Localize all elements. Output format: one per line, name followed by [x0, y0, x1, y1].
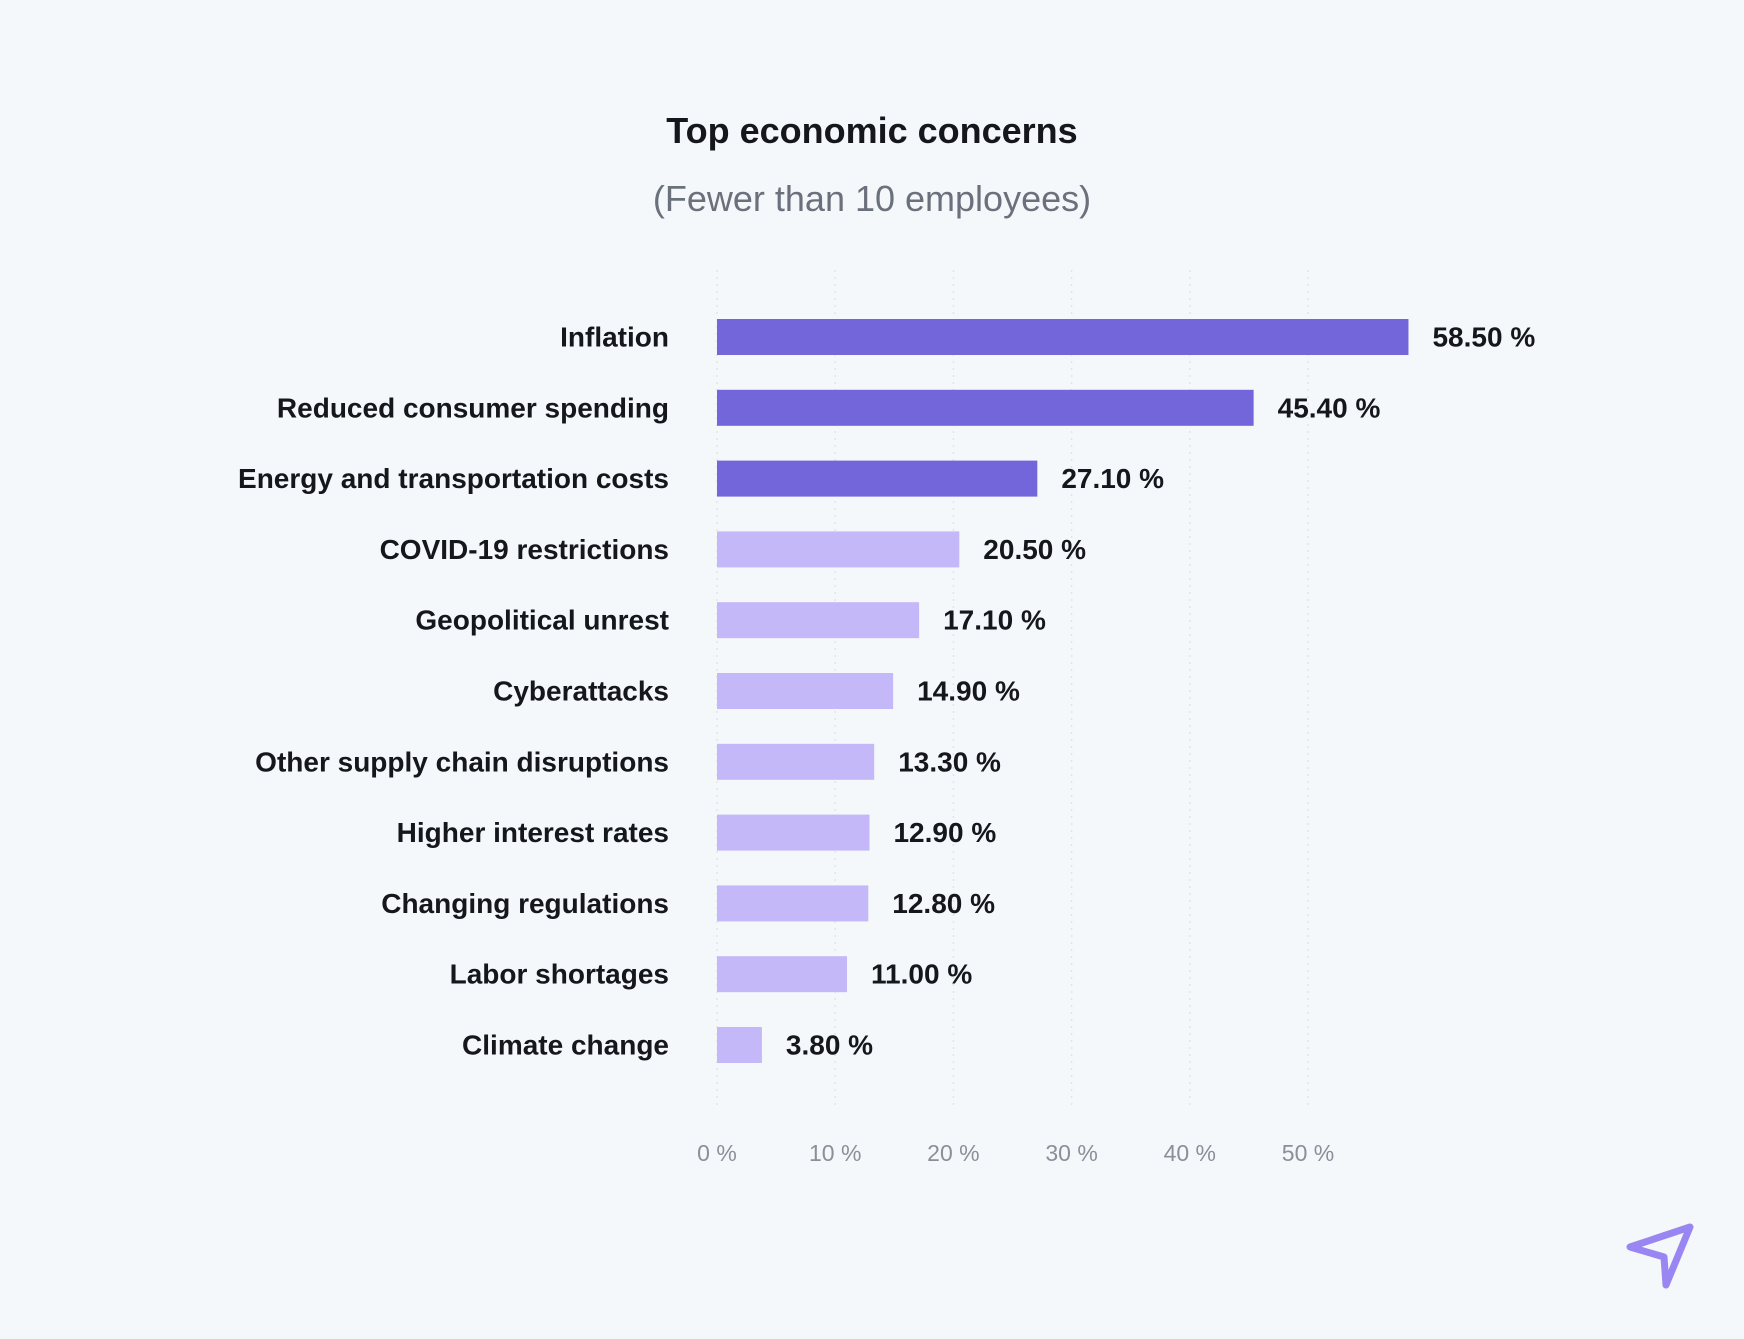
x-axis-ticks: 0 % 10 % 20 % 30 % 40 % 50 %	[697, 1140, 1334, 1166]
category-label: Reduced consumer spending	[277, 392, 669, 423]
bar	[717, 885, 869, 922]
value-label: 27.10 %	[1061, 463, 1164, 494]
category-label: Energy and transportation costs	[238, 463, 669, 494]
paper-plane-icon	[1626, 1223, 1694, 1289]
category-label: Changing regulations	[381, 888, 669, 919]
bar	[717, 743, 875, 780]
category-label: Inflation	[560, 322, 669, 353]
value-label: 3.80 %	[786, 1030, 873, 1061]
x-tick-label: 50 %	[1282, 1140, 1334, 1166]
category-label: Labor shortages	[450, 959, 669, 990]
category-label: COVID-19 restrictions	[380, 534, 669, 565]
bar	[717, 814, 870, 851]
x-tick-label: 10 %	[809, 1140, 861, 1166]
bars	[717, 319, 1409, 1063]
value-label: 12.80 %	[892, 888, 995, 919]
category-label: Other supply chain disruptions	[255, 746, 669, 777]
bar	[717, 531, 960, 568]
chart-subtitle: (Fewer than 10 employees)	[652, 178, 1092, 219]
bar	[717, 319, 1409, 355]
value-label: 13.30 %	[898, 746, 1001, 777]
value-label: 20.50 %	[983, 534, 1086, 565]
value-label: 11.00 %	[871, 959, 972, 990]
category-label: Climate change	[462, 1030, 669, 1061]
x-tick-label: 0 %	[697, 1140, 737, 1166]
value-label: 45.40 %	[1278, 392, 1381, 423]
labels: Inflation 58.50 % Reduced consumer spendin…	[238, 322, 1535, 1061]
value-label: 12.90 %	[893, 817, 996, 848]
bar	[717, 1027, 762, 1063]
value-label: 17.10 %	[943, 605, 1046, 636]
category-label: Higher interest rates	[397, 817, 669, 848]
bar	[717, 602, 920, 639]
value-label: 14.90 %	[917, 676, 1020, 707]
bar	[717, 460, 1038, 497]
x-tick-label: 30 %	[1045, 1140, 1097, 1166]
bar	[717, 673, 894, 709]
x-tick-label: 20 %	[927, 1140, 979, 1166]
value-label: 58.50 %	[1432, 322, 1535, 353]
category-label: Geopolitical unrest	[415, 605, 669, 636]
x-tick-label: 40 %	[1164, 1140, 1216, 1166]
bar	[717, 389, 1254, 426]
category-label: Cyberattacks	[493, 676, 669, 707]
bar	[717, 956, 848, 993]
chart-title: Top economic concerns	[666, 110, 1078, 151]
